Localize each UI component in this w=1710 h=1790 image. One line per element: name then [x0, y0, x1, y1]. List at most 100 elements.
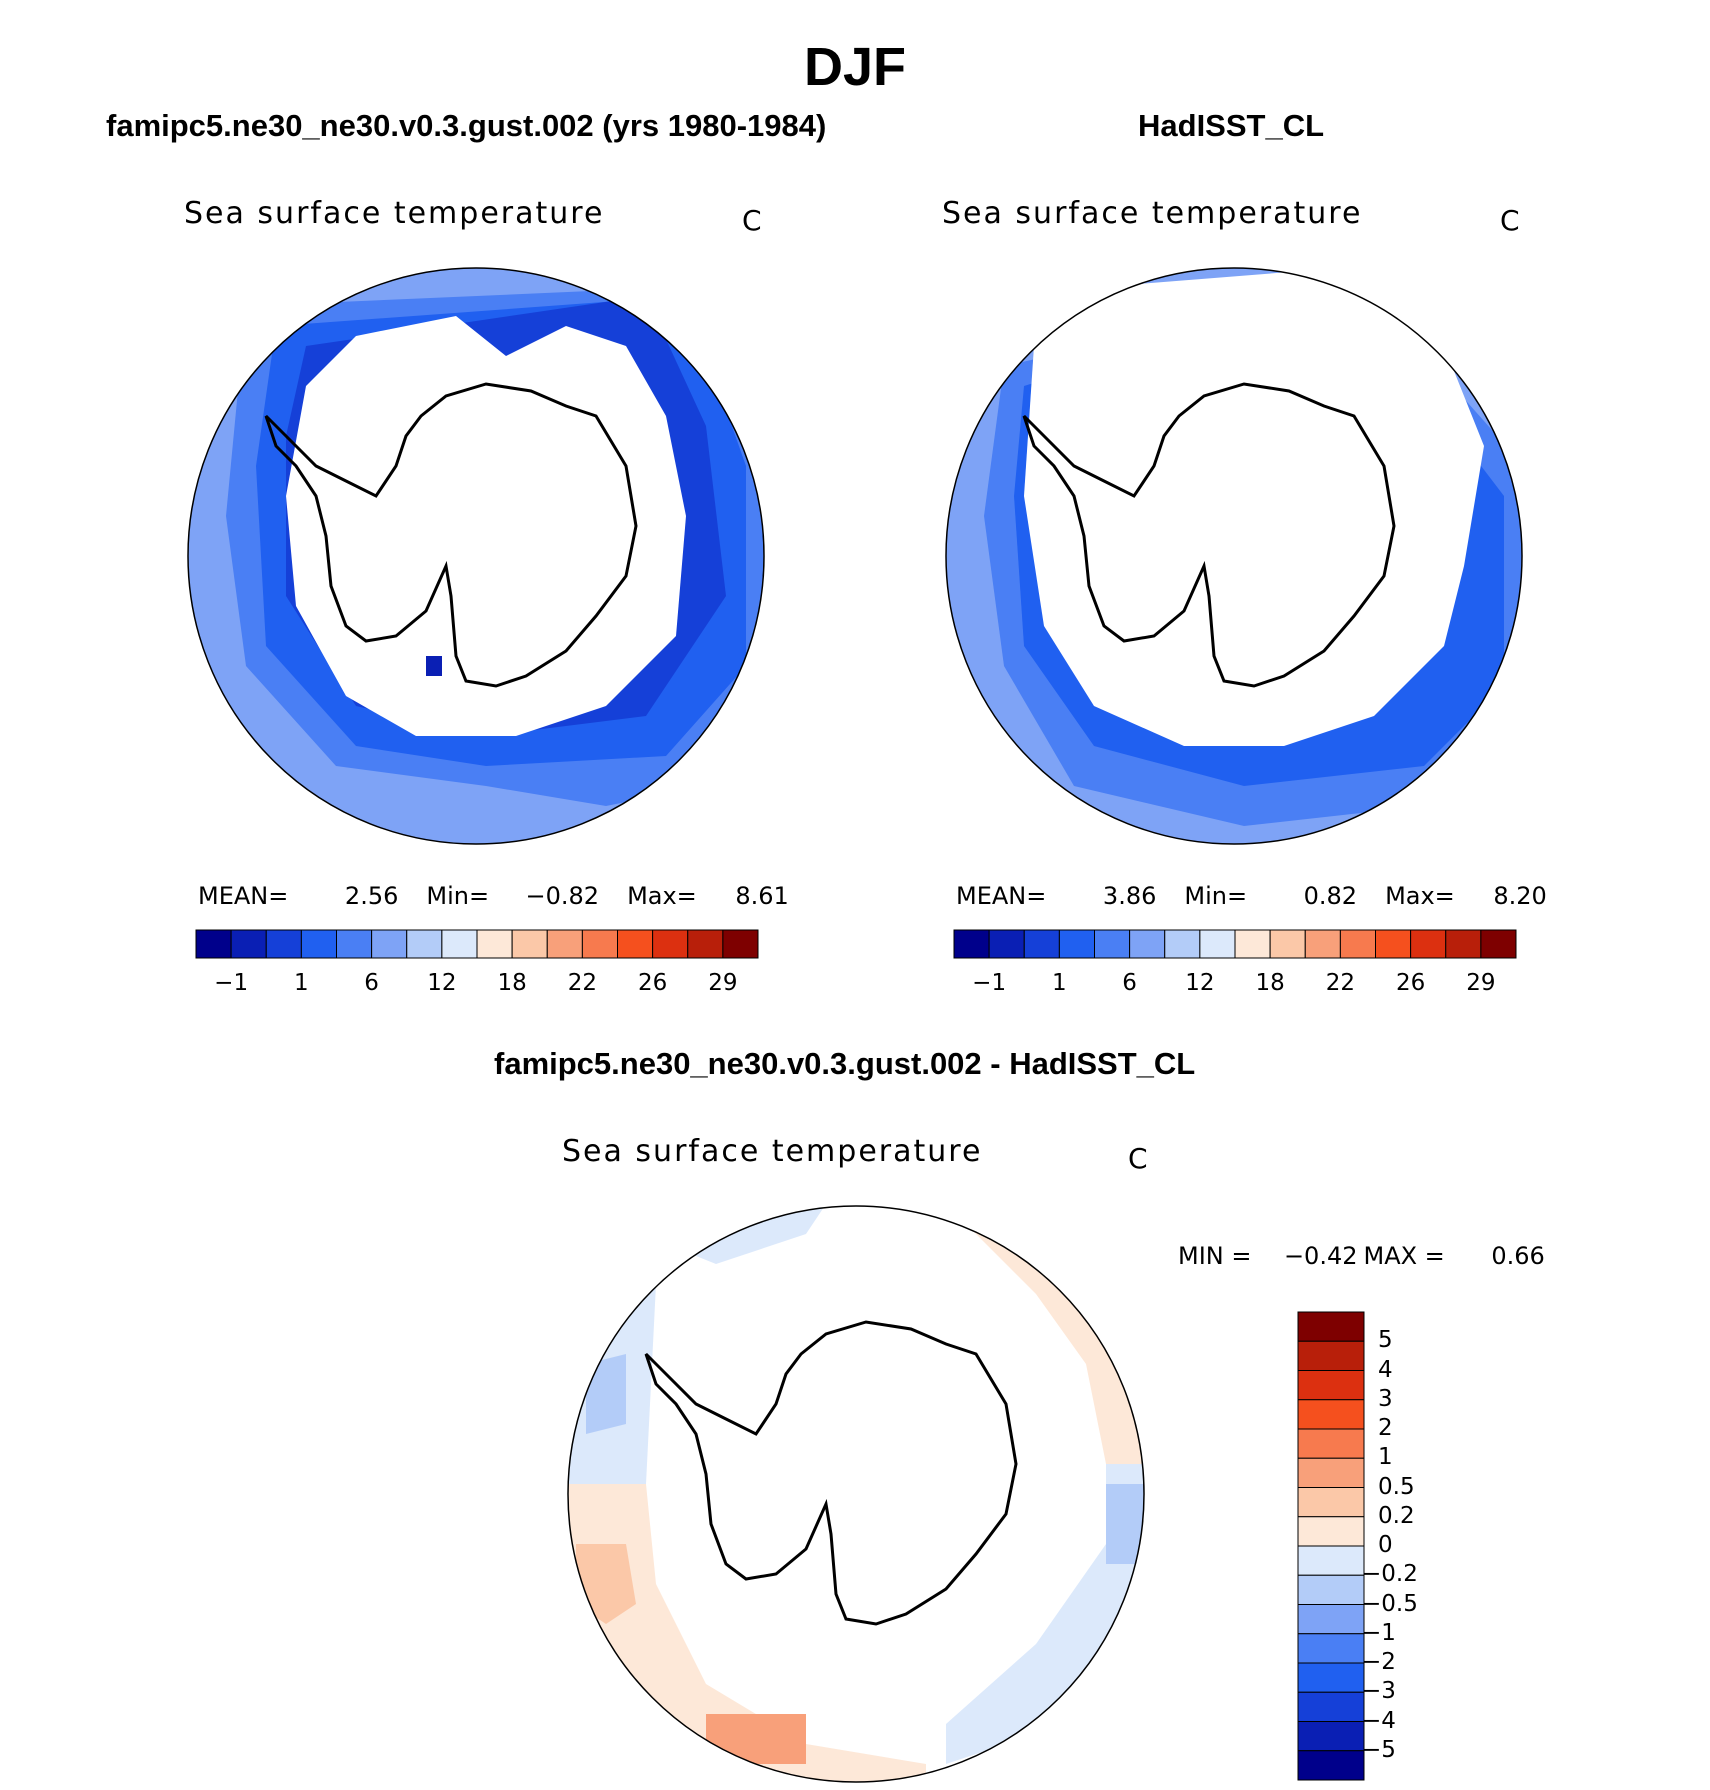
colorbar-tick-label: 5	[1378, 1327, 1393, 1354]
colorbar-tick-label: 0.2	[1378, 1502, 1415, 1529]
obs-colorbar-ticks: −1 1 6 12 18 22 26 29	[954, 970, 1516, 1000]
model-max-label: Max=	[627, 882, 697, 910]
colorbar-tick-label: −1	[1362, 1619, 1396, 1646]
obs-colorbar	[953, 929, 1517, 959]
colorbar-swatch	[371, 929, 408, 959]
colorbar-swatch	[1094, 929, 1131, 959]
colorbar-tick-label: 26	[1395, 970, 1426, 996]
colorbar-swatch	[1297, 1604, 1365, 1635]
obs-polar-map	[945, 267, 1523, 845]
diff-neg-east-strong	[1106, 1484, 1144, 1564]
colorbar-swatch	[441, 929, 478, 959]
obs-antarctica-coastline	[1022, 382, 1396, 688]
colorbar-swatch	[406, 929, 443, 959]
diff-panel-header: famipc5.ne30_ne30.v0.3.gust.002 - HadISS…	[494, 1046, 1196, 1081]
colorbar-tick-label: 29	[708, 970, 738, 996]
colorbar-tick-label: 2	[1378, 1415, 1393, 1441]
diff-colorbar-ticks: 5 4 3 2 1 0.5 0.2 0 −0.2 −0.5 −1 −2 −3 −4 −5	[1362, 1312, 1486, 1780]
colorbar-tick-label: 6	[1122, 970, 1137, 996]
model-inland-cell	[426, 656, 442, 676]
colorbar-swatch	[1339, 929, 1376, 959]
colorbar-tick-label: 1	[1378, 1444, 1393, 1471]
colorbar-tick-label: −0.5	[1362, 1590, 1418, 1617]
colorbar-tick-label: 22	[1325, 970, 1356, 996]
colorbar-tick-label: 1	[294, 970, 309, 996]
colorbar-tick-label: −1	[972, 970, 1007, 996]
model-max-value: 8.61	[735, 882, 789, 910]
obs-units: C	[1500, 204, 1520, 237]
colorbar-tick-label: 22	[567, 970, 598, 996]
colorbar-swatch	[1297, 1428, 1365, 1459]
colorbar-swatch	[230, 929, 267, 959]
colorbar-swatch	[265, 929, 302, 959]
diff-panel-title: Sea surface temperature	[562, 1134, 983, 1169]
colorbar-tick-label: 3	[1378, 1385, 1393, 1412]
colorbar-swatch	[1297, 1487, 1365, 1518]
model-polar-map	[187, 267, 765, 845]
colorbar-swatch	[617, 929, 654, 959]
obs-min-value: 0.82	[1303, 882, 1358, 910]
obs-panel-title: Sea surface temperature	[942, 196, 1363, 231]
colorbar-swatch	[1297, 1457, 1365, 1488]
colorbar-tick-label: −0.2	[1362, 1561, 1418, 1588]
obs-max-value: 8.20	[1493, 882, 1547, 910]
colorbar-swatch	[1445, 929, 1482, 959]
colorbar-tick-label: −3	[1362, 1678, 1396, 1705]
colorbar-swatch	[988, 929, 1025, 959]
obs-stats: MEAN= 3.86 Min= 0.82 Max= 8.20	[956, 882, 1547, 910]
colorbar-swatch	[652, 929, 689, 959]
diff-pos-strong-sw	[576, 1544, 636, 1624]
colorbar-swatch	[1129, 929, 1166, 959]
figure-title: DJF	[803, 37, 906, 97]
colorbar-swatch	[1058, 929, 1095, 959]
diff-pos-strong-s	[706, 1714, 806, 1764]
colorbar-swatch	[1297, 1574, 1365, 1605]
colorbar-swatch	[1023, 929, 1060, 959]
colorbar-swatch	[722, 929, 759, 959]
colorbar-tick-label: 26	[637, 970, 668, 996]
colorbar-swatch	[1297, 1721, 1365, 1752]
diff-pos-northeast	[966, 1224, 1144, 1464]
diff-min-label: MIN =	[1178, 1242, 1252, 1270]
colorbar-swatch	[476, 929, 513, 959]
model-min-label: Min=	[426, 882, 490, 910]
colorbar-tick-label: 12	[427, 970, 457, 996]
diff-antarctica-coastline	[644, 1320, 1018, 1626]
model-units: C	[742, 204, 762, 237]
model-panel-title: Sea surface temperature	[184, 196, 605, 231]
model-colorbar-ticks: −1 1 6 12 18 22 26 29	[196, 970, 758, 1000]
diff-units: C	[1128, 1142, 1148, 1175]
colorbar-tick-label: 6	[364, 970, 379, 996]
colorbar-swatch	[1297, 1545, 1365, 1576]
colorbar-tick-label: 0	[1378, 1532, 1393, 1558]
colorbar-swatch	[1297, 1691, 1365, 1722]
colorbar-swatch	[1297, 1340, 1365, 1371]
model-panel-header: famipc5.ne30_ne30.v0.3.gust.002 (yrs 198…	[106, 108, 827, 143]
diff-polar-map	[567, 1205, 1145, 1783]
colorbar-tick-label: 0.5	[1378, 1473, 1415, 1500]
colorbar-swatch	[581, 929, 618, 959]
colorbar-swatch	[195, 929, 232, 959]
colorbar-tick-label: 12	[1185, 970, 1215, 996]
colorbar-swatch	[1297, 1370, 1365, 1401]
colorbar-swatch	[1269, 929, 1306, 959]
diff-colorbar	[1297, 1311, 1365, 1781]
diff-neg-north	[666, 1206, 826, 1264]
diff-min-value: −0.42	[1283, 1242, 1358, 1270]
colorbar-swatch	[1410, 929, 1447, 959]
colorbar-swatch	[953, 929, 990, 959]
colorbar-swatch	[1297, 1516, 1365, 1547]
colorbar-swatch	[687, 929, 724, 959]
colorbar-swatch	[1304, 929, 1341, 959]
colorbar-swatch	[1297, 1750, 1365, 1781]
colorbar-swatch	[1480, 929, 1517, 959]
obs-mean-value: 3.86	[1102, 882, 1157, 910]
colorbar-swatch	[1199, 929, 1236, 959]
model-mean-value: 2.56	[344, 882, 399, 910]
model-min-value: −0.82	[525, 882, 600, 910]
model-antarctica-coastline	[264, 382, 638, 688]
colorbar-tick-label: 18	[497, 970, 527, 996]
colorbar-tick-label: −2	[1362, 1649, 1396, 1675]
colorbar-tick-label: 18	[1255, 970, 1285, 996]
colorbar-swatch	[336, 929, 373, 959]
